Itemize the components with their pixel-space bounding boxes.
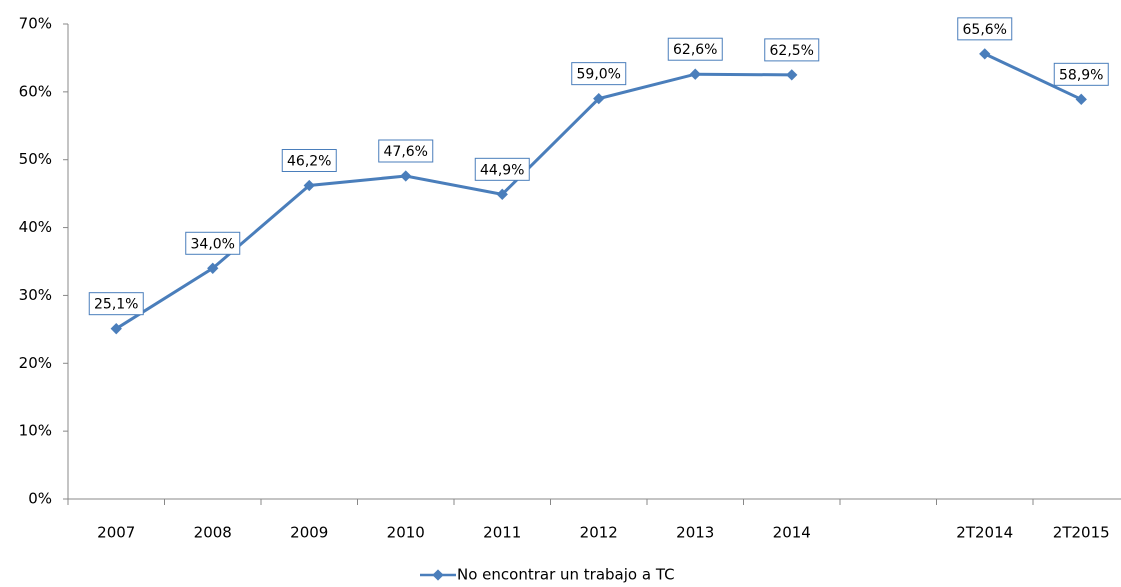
point-marker [786,69,798,81]
x-tick-label: 2010 [387,524,425,542]
x-tick-label: 2011 [483,524,521,542]
point-marker [496,188,508,200]
data-label-box [1053,62,1109,86]
data-label-box [378,139,434,163]
y-tick-label: 10% [19,422,52,440]
data-label: 25,1% [94,297,138,313]
x-tick-label: 2012 [580,524,618,542]
y-tick-label: 60% [19,82,52,100]
x-tick-label: 2013 [676,524,714,542]
legend-marker [432,569,444,581]
x-tick-label: 2T2014 [956,524,1013,542]
y-tick-label: 40% [19,218,52,236]
point-marker [1075,93,1087,105]
data-label-box [88,292,144,316]
y-tick-label: 30% [19,286,52,304]
y-tick-label: 0% [28,490,52,508]
data-label: 58,9% [1059,67,1103,83]
x-tick-label: 2007 [97,524,135,542]
x-tick-label: 2014 [773,524,811,542]
point-marker [303,179,315,192]
y-tick-label: 50% [19,150,52,168]
data-label-box [571,62,627,86]
data-label: 59,0% [577,67,621,83]
y-tick-label: 20% [19,354,52,372]
data-label-box [474,157,530,181]
data-label-box [667,37,723,61]
point-marker [689,68,701,80]
x-tick-label: 2008 [194,524,232,542]
data-label: 65,6% [963,22,1007,38]
data-label: 46,2% [287,154,331,170]
data-label: 34,0% [191,236,235,252]
legend-label: No encontrar un trabajo a TC [457,566,675,584]
data-label: 62,5% [770,43,814,59]
data-label-box [185,231,241,255]
data-label: 44,9% [480,162,524,178]
data-label: 47,6% [384,144,428,160]
data-label-box [957,17,1013,41]
data-label-box [764,38,820,62]
x-tick-label: 2T2015 [1053,524,1110,542]
point-marker [207,262,219,274]
x-tick-label: 2009 [290,524,328,542]
y-tick-label: 70% [19,15,52,33]
point-marker [400,170,412,182]
legend: No encontrar un trabajo a TC [420,566,675,584]
data-label-box [281,149,337,172]
point-marker [979,48,991,60]
data-label: 62,6% [673,42,717,58]
